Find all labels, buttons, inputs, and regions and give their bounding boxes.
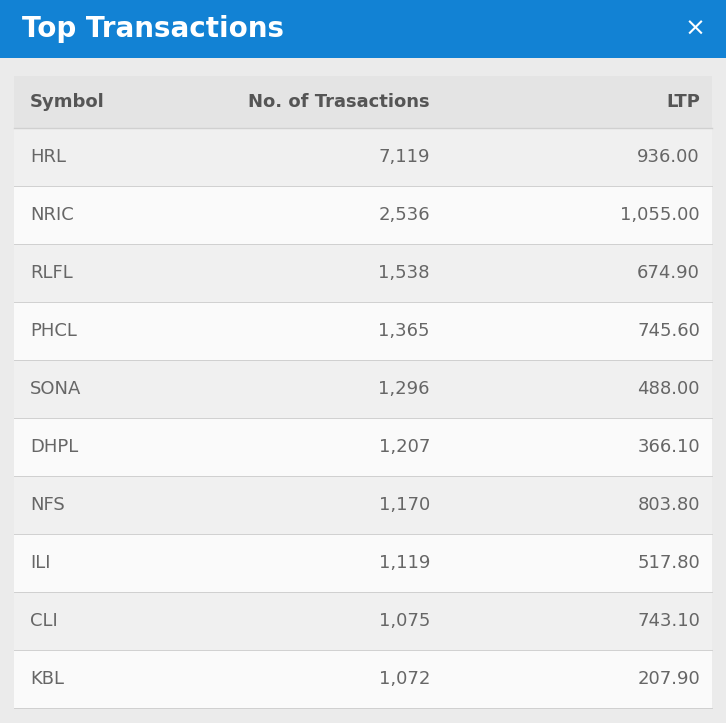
FancyBboxPatch shape xyxy=(14,302,712,360)
Text: 803.80: 803.80 xyxy=(637,496,700,514)
FancyBboxPatch shape xyxy=(14,534,712,592)
FancyBboxPatch shape xyxy=(14,244,712,302)
Text: 1,170: 1,170 xyxy=(379,496,430,514)
Text: SONA: SONA xyxy=(30,380,81,398)
FancyBboxPatch shape xyxy=(14,76,712,708)
Text: 366.10: 366.10 xyxy=(637,438,700,456)
Text: 1,207: 1,207 xyxy=(379,438,430,456)
FancyBboxPatch shape xyxy=(14,592,712,650)
Text: 1,072: 1,072 xyxy=(379,670,430,688)
Text: NRIC: NRIC xyxy=(30,206,74,224)
Text: 1,296: 1,296 xyxy=(378,380,430,398)
Text: Top Transactions: Top Transactions xyxy=(22,15,284,43)
Text: DHPL: DHPL xyxy=(30,438,78,456)
Text: HRL: HRL xyxy=(30,148,66,166)
Text: 674.90: 674.90 xyxy=(637,264,700,282)
FancyBboxPatch shape xyxy=(14,650,712,708)
Text: 1,119: 1,119 xyxy=(379,554,430,572)
Text: 743.10: 743.10 xyxy=(637,612,700,630)
Text: 936.00: 936.00 xyxy=(637,148,700,166)
FancyBboxPatch shape xyxy=(14,418,712,476)
Text: 1,365: 1,365 xyxy=(378,322,430,340)
Text: 1,055.00: 1,055.00 xyxy=(621,206,700,224)
Text: No. of Trasactions: No. of Trasactions xyxy=(248,93,430,111)
Text: ILI: ILI xyxy=(30,554,51,572)
FancyBboxPatch shape xyxy=(0,0,726,58)
Text: 745.60: 745.60 xyxy=(637,322,700,340)
Text: CLI: CLI xyxy=(30,612,58,630)
Text: 488.00: 488.00 xyxy=(637,380,700,398)
FancyBboxPatch shape xyxy=(14,360,712,418)
Text: 7,119: 7,119 xyxy=(378,148,430,166)
Text: 1,075: 1,075 xyxy=(379,612,430,630)
FancyBboxPatch shape xyxy=(14,128,712,186)
FancyBboxPatch shape xyxy=(14,476,712,534)
Text: KBL: KBL xyxy=(30,670,64,688)
Text: PHCL: PHCL xyxy=(30,322,77,340)
Text: 2,536: 2,536 xyxy=(378,206,430,224)
Text: 1,538: 1,538 xyxy=(378,264,430,282)
Text: Symbol: Symbol xyxy=(30,93,105,111)
Text: NFS: NFS xyxy=(30,496,65,514)
Text: 517.80: 517.80 xyxy=(637,554,700,572)
FancyBboxPatch shape xyxy=(14,186,712,244)
FancyBboxPatch shape xyxy=(14,76,712,128)
Text: LTP: LTP xyxy=(666,93,700,111)
Text: ×: × xyxy=(685,17,706,41)
Text: 207.90: 207.90 xyxy=(637,670,700,688)
Text: RLFL: RLFL xyxy=(30,264,73,282)
